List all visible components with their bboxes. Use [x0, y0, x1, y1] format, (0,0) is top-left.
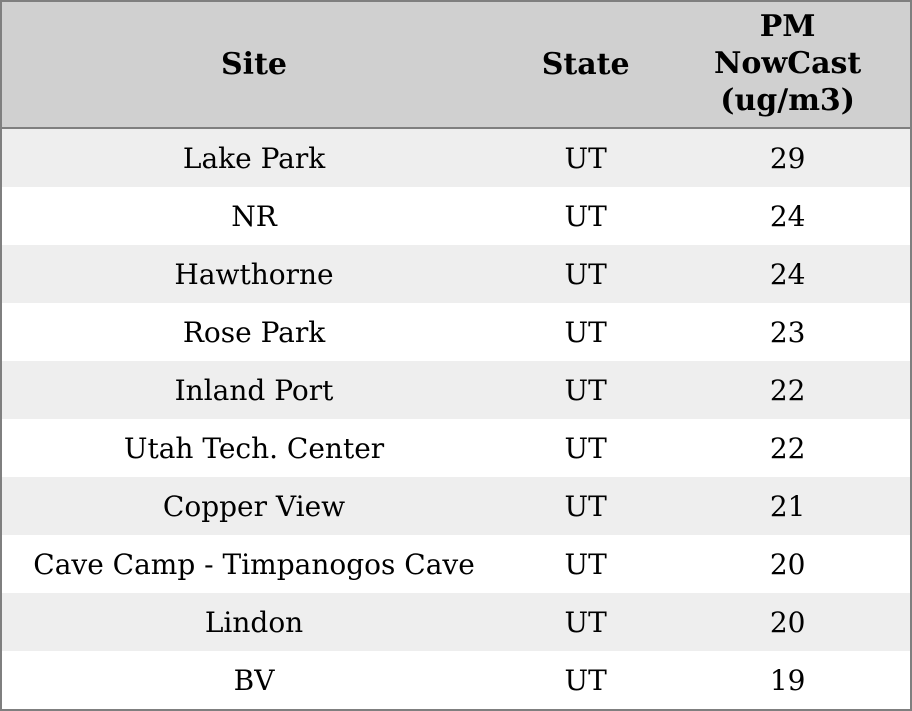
table-row: Copper View UT 21 [1, 477, 911, 535]
table-row: Lindon UT 20 [1, 593, 911, 651]
pm-cell: 22 [769, 373, 806, 407]
state-cell: UT [564, 547, 607, 581]
pm-cell: 20 [769, 547, 806, 581]
pm-cell: 24 [769, 199, 806, 233]
state-cell: UT [564, 315, 607, 349]
site-cell: Lake Park [182, 141, 326, 175]
state-cell: UT [564, 489, 607, 523]
state-cell: UT [564, 141, 607, 175]
state-cell: UT [564, 199, 607, 233]
table-row: NR UT 24 [1, 187, 911, 245]
site-cell: Lindon [204, 605, 304, 639]
pm-cell: 23 [769, 315, 806, 349]
pm-cell: 19 [769, 663, 806, 697]
site-cell: Utah Tech. Center [123, 431, 385, 465]
site-cell: Hawthorne [174, 257, 334, 291]
pm-cell: 22 [769, 431, 806, 465]
table-header: Site State PM NowCast (ug/m3) [1, 1, 911, 129]
col-header-site: Site [1, 1, 507, 129]
site-cell: NR [231, 199, 277, 233]
col-header-state: State [506, 1, 666, 129]
state-cell: UT [564, 605, 607, 639]
table-row: Lake Park UT 29 [1, 128, 911, 187]
pm-cell: 29 [769, 141, 806, 175]
table-body: Lake Park UT 29 NR UT 24 Hawthorne UT 24 Rose Par… [1, 128, 911, 710]
table-row: Rose Park UT 23 [1, 303, 911, 361]
state-cell: UT [564, 431, 607, 465]
site-cell: Copper View [162, 489, 346, 523]
state-cell: UT [564, 257, 607, 291]
pm-cell: 24 [769, 257, 806, 291]
pm-cell: 21 [769, 489, 806, 523]
state-cell: UT [564, 373, 607, 407]
col-header-pm: PM NowCast (ug/m3) [665, 1, 911, 129]
site-cell: BV [233, 663, 275, 697]
table-row: Inland Port UT 22 [1, 361, 911, 419]
header-row: Site State PM NowCast (ug/m3) [1, 1, 911, 129]
pm-cell: 20 [769, 605, 806, 639]
site-cell: Rose Park [182, 315, 326, 349]
site-cell: Inland Port [174, 373, 334, 407]
table-row: Utah Tech. Center UT 22 [1, 419, 911, 477]
state-cell: UT [564, 663, 607, 697]
table-row: Cave Camp - Timpanogos Cave UT 20 [1, 535, 911, 593]
site-cell: Cave Camp - Timpanogos Cave [33, 547, 475, 581]
table-row: Hawthorne UT 24 [1, 245, 911, 303]
col-header-pm-label: PM NowCast (ug/m3) [713, 9, 862, 118]
table-row: BV UT 19 [1, 651, 911, 710]
